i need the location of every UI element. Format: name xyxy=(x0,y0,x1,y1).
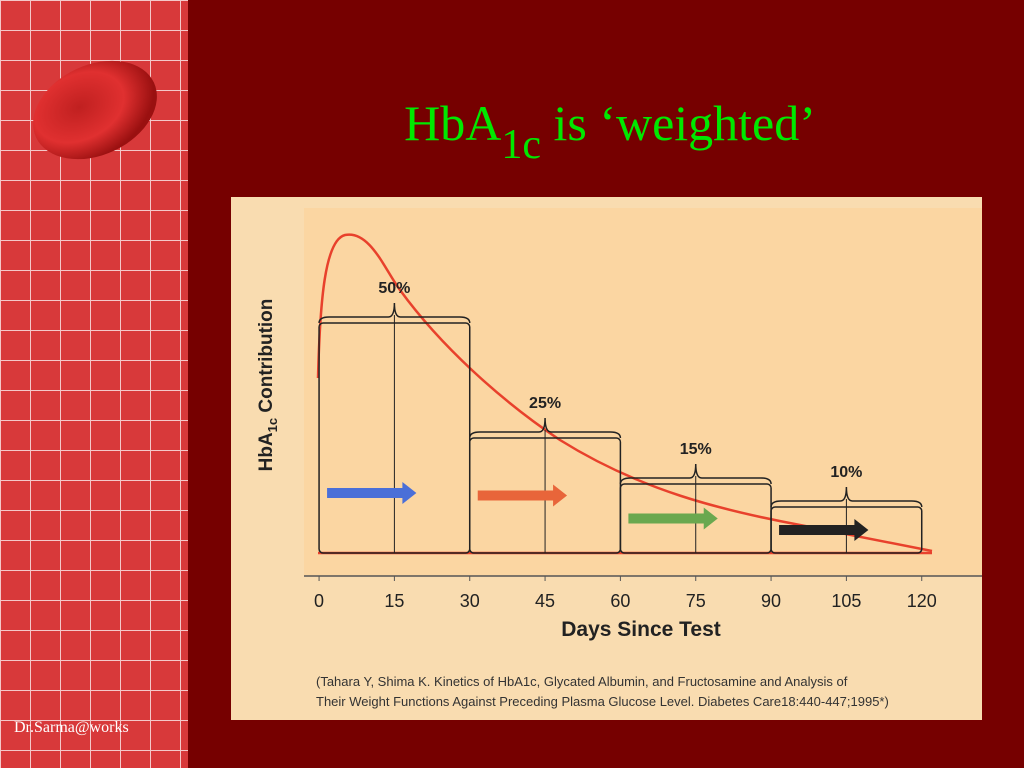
arrow xyxy=(477,484,568,507)
x-tick-label: 90 xyxy=(761,591,781,611)
title-subscript: 1c xyxy=(501,122,541,168)
source-note: Their Weight Functions Against Preceding… xyxy=(316,694,889,709)
x-tick-label: 15 xyxy=(384,591,404,611)
x-tick-label: 120 xyxy=(907,591,937,611)
arrow xyxy=(779,519,869,541)
title-part: HbA xyxy=(404,95,501,151)
arrow xyxy=(628,507,718,530)
x-tick-label: 30 xyxy=(460,591,480,611)
blood-cell xyxy=(33,60,157,160)
bracket xyxy=(770,486,923,508)
x-tick-label: 0 xyxy=(314,591,324,611)
bracket xyxy=(318,302,471,324)
ylabel-part: HbA xyxy=(256,432,277,471)
x-axis-label: Days Since Test xyxy=(561,618,721,641)
value-label: 25% xyxy=(529,395,561,412)
chart: HbA1c Contribution Days Since Test (Taha… xyxy=(231,197,982,720)
ylabel-subscript: 1c xyxy=(265,418,280,432)
ylabel-part: Contribution xyxy=(256,299,277,418)
slide-title: HbA1c is ‘weighted’ xyxy=(404,95,816,168)
y-axis-label: HbA1c Contribution xyxy=(256,299,280,472)
footer: Dr.Sarma@works xyxy=(14,719,129,736)
x-tick-label: 45 xyxy=(535,591,555,611)
title-part: is ‘weighted’ xyxy=(541,95,816,151)
x-tick-label: 60 xyxy=(610,591,630,611)
value-label: 50% xyxy=(378,280,410,297)
arrow xyxy=(327,482,417,504)
value-label: 15% xyxy=(680,441,712,458)
value-label: 10% xyxy=(830,464,862,481)
bracket xyxy=(619,463,772,485)
x-tick-label: 105 xyxy=(831,591,861,611)
bracket xyxy=(468,417,622,439)
x-tick-label: 75 xyxy=(686,591,706,611)
source-note: (Tahara Y, Shima K. Kinetics of HbA1c, G… xyxy=(316,674,848,689)
